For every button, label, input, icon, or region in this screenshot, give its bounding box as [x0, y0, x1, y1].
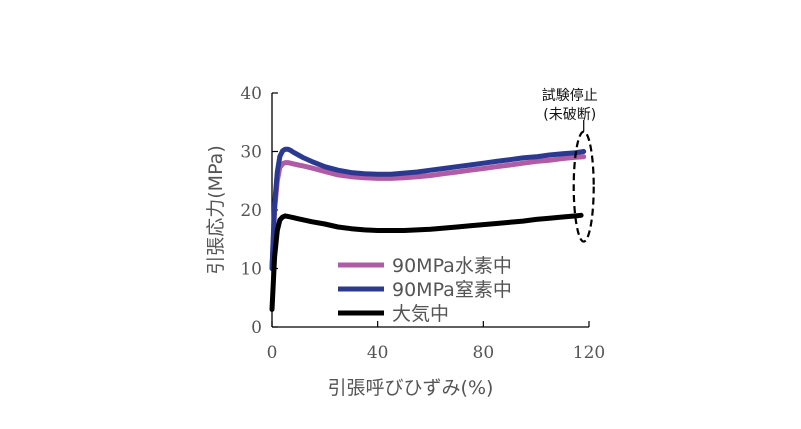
series-group [269, 146, 587, 312]
y-tick-label-0: 0 [251, 318, 262, 338]
x-tick-label-40: 40 [367, 343, 389, 363]
legend-label-2: 大気中 [392, 303, 449, 325]
legend-label-1: 90MPa窒素中 [392, 279, 512, 301]
annotation-ellipse [572, 130, 595, 243]
x-axis-title: 引張呼びひずみ(%) [328, 377, 494, 399]
x-tick-label-0: 0 [267, 343, 278, 363]
x-ticks: 0 40 80 120 [267, 321, 605, 363]
y-axis-title: 引張応力(MPa) [205, 145, 227, 274]
annotation: 試験停止 (未破断) [542, 87, 598, 243]
x-tick-label-80: 80 [473, 343, 495, 363]
series-line-0 [269, 154, 587, 271]
x-tick-label-120: 120 [573, 343, 605, 363]
y-tick-label-40: 40 [240, 84, 262, 104]
y-ticks: 0 10 20 30 40 [240, 84, 278, 338]
annotation-text-line2: (未破断) [543, 107, 596, 123]
series-line-2 [269, 212, 584, 312]
y-tick-label-20: 20 [240, 201, 262, 221]
annotation-text-line1: 試験停止 [542, 87, 598, 104]
y-tick-label-10: 10 [240, 260, 262, 280]
legend-label-0: 90MPa水素中 [392, 255, 512, 277]
series-line-1 [269, 146, 587, 271]
y-tick-label-30: 30 [240, 143, 262, 163]
